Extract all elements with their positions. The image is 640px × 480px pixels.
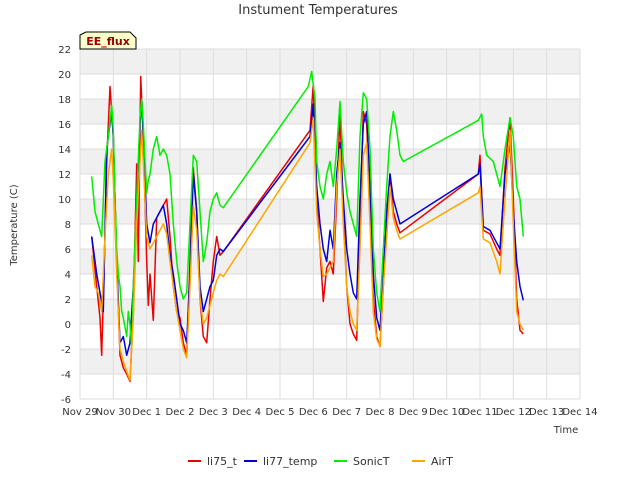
x-tick-label: Dec 12 <box>496 407 531 418</box>
y-tick-label: 6 <box>65 245 71 256</box>
x-tick-label: Dec 1 <box>132 407 161 418</box>
x-tick-label: Dec 11 <box>462 407 497 418</box>
legend-label: AirT <box>431 455 453 468</box>
legend-label: li77_temp <box>263 455 317 468</box>
y-tick-label: 4 <box>65 270 71 281</box>
y-tick-label: 12 <box>58 170 71 181</box>
background-bands <box>80 49 580 374</box>
series-line-airt <box>90 117 524 382</box>
x-tick-label: Dec 8 <box>366 407 395 418</box>
x-tick-label: Nov 29 <box>62 407 97 418</box>
series-line-sonict <box>90 70 525 350</box>
y-tick-label: 0 <box>65 320 71 331</box>
flux-badge: EE_flux <box>79 31 137 50</box>
y-tick-label: 8 <box>65 220 71 231</box>
legend-item: SonicT <box>334 455 390 468</box>
y-tick-label: 20 <box>58 70 71 81</box>
grid-lines <box>79 48 581 400</box>
y-tick-label: 16 <box>58 120 71 131</box>
x-tick-label: Dec 3 <box>199 407 228 418</box>
legend: li75_t li77_temp SonicT AirT <box>188 455 453 468</box>
y-tick-label: -2 <box>61 345 71 356</box>
x-tick-label: Dec 6 <box>299 407 328 418</box>
y-axis-label: Temperature (C) <box>9 184 20 266</box>
legend-label: li75_t <box>207 455 238 468</box>
legend-item: li75_t <box>188 455 238 468</box>
series-lines <box>90 70 525 383</box>
y-tick-label: 10 <box>58 195 71 206</box>
x-tick-label: Dec 4 <box>232 407 261 418</box>
grid-band <box>80 49 580 74</box>
y-tick-label: 2 <box>65 295 71 306</box>
x-axis-label: Time <box>553 425 578 436</box>
chart-title: Instument Temperatures <box>238 3 398 18</box>
x-tick-label: Nov 30 <box>96 407 131 418</box>
y-tick-label: 22 <box>58 45 71 56</box>
grid-band <box>80 349 580 374</box>
x-tick-label: Dec 7 <box>332 407 361 418</box>
y-tick-label: -4 <box>61 370 71 381</box>
legend-item: AirT <box>412 455 453 468</box>
x-tick-label: Dec 14 <box>562 407 597 418</box>
x-tick-label: Dec 13 <box>529 407 564 418</box>
x-tick-label: Dec 10 <box>429 407 464 418</box>
y-tick-label: 14 <box>58 145 71 156</box>
badge-label: EE_flux <box>86 35 130 48</box>
x-tick-label: Dec 2 <box>166 407 195 418</box>
grid-band <box>80 199 580 224</box>
x-tick-label: Dec 5 <box>266 407 295 418</box>
y-tick-label: -6 <box>61 395 71 406</box>
legend-item: li77_temp <box>244 455 317 468</box>
y-tick-label: 18 <box>58 95 71 106</box>
x-tick-label: Dec 9 <box>399 407 428 418</box>
grid-band <box>80 99 580 124</box>
badge-shape <box>79 31 137 50</box>
legend-label: SonicT <box>353 455 390 468</box>
grid-band <box>80 299 580 324</box>
